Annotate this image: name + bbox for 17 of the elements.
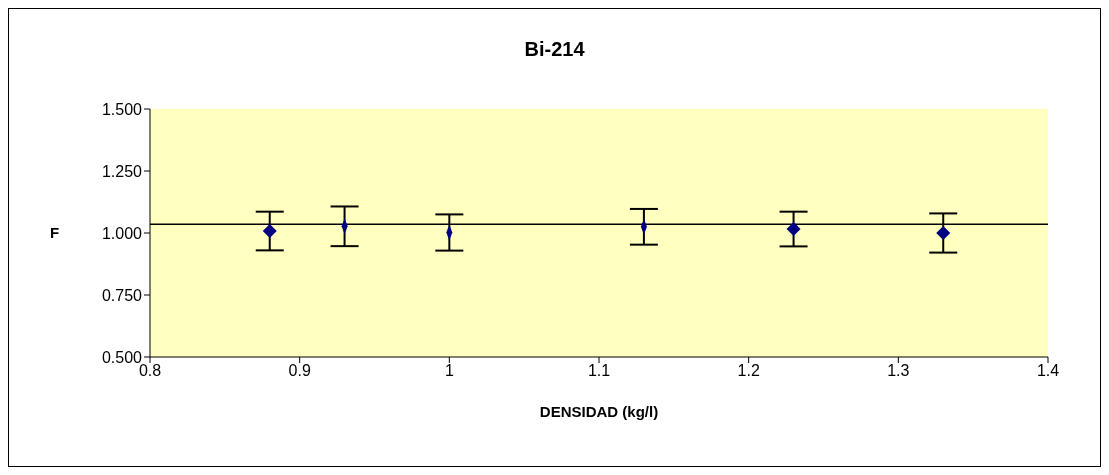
x-tick-label: 0.9: [288, 362, 311, 380]
x-tick-label: 1.1: [587, 362, 611, 380]
x-tick-label: 1: [444, 362, 454, 380]
point: [936, 226, 951, 240]
y-axis-title: F: [50, 224, 60, 242]
x-tick-label: 1.3: [887, 362, 910, 380]
y-tick-label: 1.250: [101, 162, 143, 180]
y-tick-label: 1.500: [101, 100, 143, 118]
y-tick-label: 0.750: [101, 286, 143, 304]
x-tick-label: 1.4: [1036, 362, 1060, 380]
point: [262, 224, 277, 239]
x-tick-label: 1.2: [737, 362, 760, 380]
chart-title: Bi-214: [523, 38, 586, 61]
y-tick-label: 1.000: [101, 224, 143, 242]
x-axis-title: DENSIDAD (kg/l): [539, 403, 659, 420]
x-tick-label: 0.8: [138, 362, 162, 380]
point: [786, 222, 801, 237]
